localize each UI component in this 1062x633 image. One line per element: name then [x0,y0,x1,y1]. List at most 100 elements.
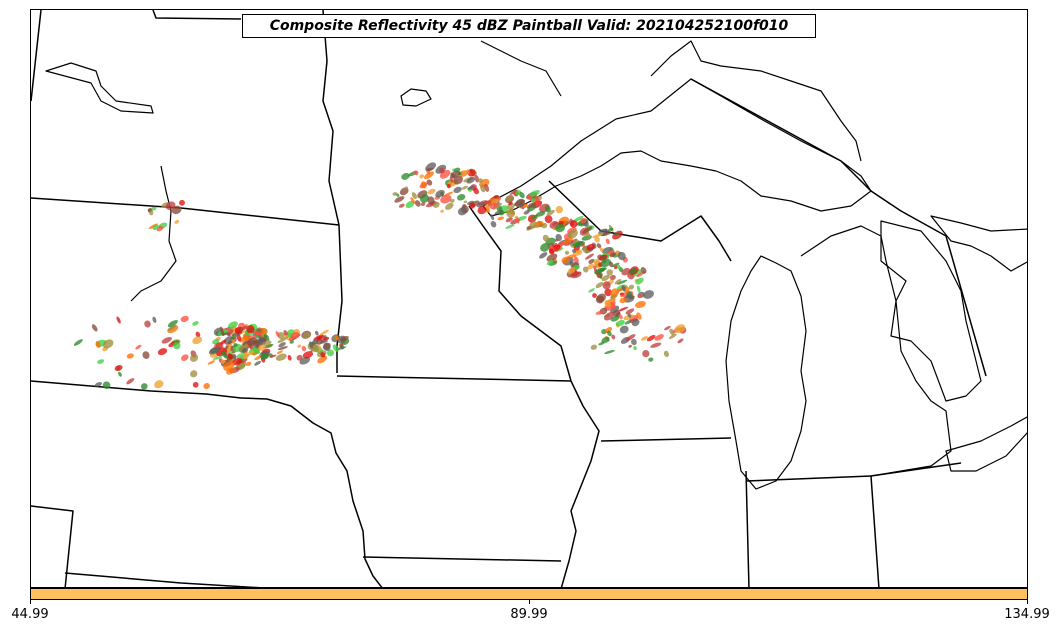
paintball-blob [592,293,597,298]
paintball-blob [614,265,618,269]
paintball-blob [135,344,142,350]
paintball-blob [572,240,584,247]
paintball-blob [600,258,612,268]
paintball-blob [443,191,454,197]
paintball-blob [269,354,277,358]
paintball-blob [207,360,216,365]
paintball-blob [254,331,262,336]
paintball-blob [297,344,302,348]
paintball-blob [435,189,445,198]
paintball-blob [546,253,558,262]
paintball-blob [291,331,300,339]
paintball-blob [588,288,595,293]
paintball-blob [598,271,603,279]
paintball-blob [642,349,650,358]
paintball-blob [246,325,255,334]
paintball-blob [617,279,628,285]
paintball-blob [225,345,229,349]
paintball-blob [394,196,405,203]
state-borders [31,10,987,587]
paintball-blob [546,209,555,216]
paintball-blob [258,344,266,351]
canadian-shore [650,40,862,162]
paintball-blob [97,359,105,364]
paintball-blob [283,330,288,336]
paintball-blob [453,175,464,185]
paintball-blob [601,336,610,344]
paintball-blob [535,197,540,202]
paintball-blob [152,224,159,230]
paintball-blob [419,174,425,179]
paintball-blob [94,382,103,387]
paintball-blob [453,186,462,194]
paintball-blob [319,340,328,344]
paintball-blob [596,267,607,272]
paintball-blob [519,191,525,199]
paintball-blob [147,208,152,212]
paintball-blob [287,354,292,361]
paintball-blob [567,229,578,239]
paintball-blob [302,332,311,339]
paintball-blob [516,215,527,221]
paintball-blob [208,346,220,355]
paintball-blob [555,205,563,214]
paintball-blob [241,347,249,353]
paintball-blob [631,319,640,327]
paintball-blob [596,243,602,249]
paintball-blob [236,333,242,342]
paintball-blob [536,211,546,217]
border-ne-ks [31,505,74,587]
border-mt-nd [31,10,42,102]
paintball-blob [542,234,550,242]
colorbar [30,588,1028,600]
paintball-blob [192,381,199,388]
paintball-blob [275,330,280,338]
paintball-blob [457,194,466,201]
paintball-blob [277,331,285,340]
paintball-blob [427,188,436,195]
paintball-blob [332,344,339,352]
paintball-blob [641,336,648,341]
paintball-blob [669,328,675,336]
paintball-blob [314,330,319,336]
paintball-blob [171,205,182,215]
border-sd-ia-river [240,397,383,587]
paintball-blob [467,168,476,177]
border-mn-wi [468,205,572,382]
paintball-blob [189,354,199,362]
paintball-blob [278,342,286,348]
paintball-blob [586,231,591,239]
paintball-blob [674,324,686,334]
paintball-blob [607,330,612,337]
paintball-blob [588,258,595,264]
paintball-blob [439,167,445,174]
paintball-blob [399,187,409,196]
paintball-blob [392,192,398,196]
lake-erie [945,416,1027,472]
paintball-blob [469,202,476,209]
paintball-blob [263,343,274,349]
border-wi-il [600,437,732,442]
paintball-blob [616,264,621,270]
paintball-blob [173,341,181,350]
paintball-blob [555,223,565,233]
paintball-blob [604,300,612,308]
paintball-blob [419,194,430,203]
paintball-blob [505,194,514,202]
paintball-blob [223,361,235,371]
paintball-blob [474,175,480,183]
paintball-blob [154,380,164,389]
paintball-blob [232,358,243,366]
lake-michigan [725,255,807,490]
paintball-blob [544,215,553,224]
paintball-blob [410,197,416,204]
paintball-blob [613,232,621,236]
paintball-blob [582,266,589,273]
paintball-blob [327,349,334,357]
paintball-blob [602,281,611,290]
paintball-blob [599,247,604,252]
paintball-blob [192,336,203,345]
paintball-blob [221,351,227,358]
paintball-blob [296,354,303,361]
paintball-blob [426,179,433,186]
